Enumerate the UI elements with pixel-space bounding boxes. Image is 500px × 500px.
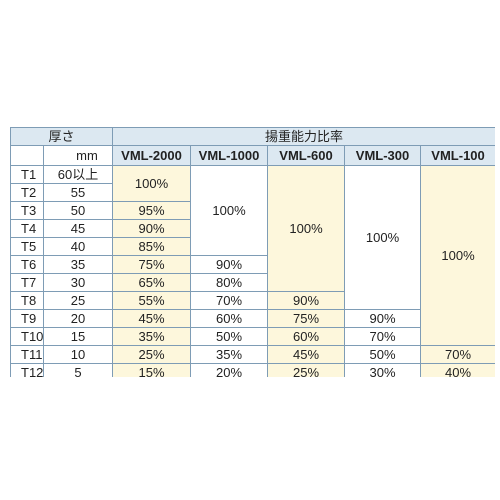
vml-1000-cell: 50% (190, 327, 269, 346)
vml-2000-cell: 15% (112, 363, 192, 377)
vml-2000-cell: 65% (112, 273, 192, 292)
row-code: T12 (10, 363, 44, 377)
vml-2000-cell: 35% (112, 327, 192, 346)
table-row: T3 50 95% (10, 201, 496, 220)
vml-1000-cell: 80% (190, 273, 269, 292)
row-code: T8 (10, 291, 44, 310)
model-header-vml-300: VML-300 (344, 145, 422, 166)
vml-2000-cell: 95% (112, 201, 192, 220)
lifting-capacity-table: 厚さ 揚重能力比率 mm VML-2000 VML-1000 VML-600 V… (10, 127, 495, 377)
vml-600-cell: 75% (267, 309, 346, 328)
row-code: T3 (10, 201, 44, 220)
row-code: T9 (10, 309, 44, 328)
vml-2000-cell: 85% (112, 237, 192, 256)
model-header-vml-1000: VML-1000 (190, 145, 269, 166)
row-code: T6 (10, 255, 44, 274)
thickness-header: 厚さ (10, 127, 114, 146)
model-header-vml-100: VML-100 (420, 145, 495, 166)
table-row: T12 5 15% 20% 25% 30% 40% (10, 363, 495, 377)
vml-1000-cell: 70% (190, 291, 269, 310)
vml-600-cell: 25% (267, 363, 346, 377)
table-row: T8 25 55% 70% 90% (10, 291, 496, 310)
row-thickness: 60以上 (42, 165, 114, 184)
row-code: T2 (10, 183, 44, 202)
vml-1000-cell: 20% (190, 363, 269, 377)
row-code: T5 (10, 237, 44, 256)
capacity-table-container: 厚さ 揚重能力比率 mm VML-2000 VML-1000 VML-600 V… (10, 127, 495, 377)
vml-2000-cell: 45% (112, 309, 192, 328)
row-code: T1 (10, 165, 44, 184)
vml-2000-cell: 75% (112, 255, 192, 274)
row-thickness: 10 (42, 345, 114, 364)
table-row: T10 15 35% 50% 60% 70% (10, 327, 496, 346)
vml-300-cell: 50% (344, 345, 422, 364)
ratio-header: 揚重能力比率 (112, 127, 495, 146)
row-thickness: 20 (42, 309, 114, 328)
row-thickness: 45 (42, 219, 114, 238)
table-row: T9 20 45% 60% 75% 90% (10, 309, 496, 328)
header-row-2: mm VML-2000 VML-1000 VML-600 VML-300 VML… (10, 145, 495, 166)
row-thickness: 30 (42, 273, 114, 292)
row-code: T7 (10, 273, 44, 292)
vml-100-cell: 70% (420, 345, 495, 364)
vml-600-cell: 60% (267, 327, 346, 346)
vml-2000-cell: 90% (112, 219, 192, 238)
row-thickness: 25 (42, 291, 114, 310)
row-thickness: 50 (42, 201, 114, 220)
vml-600-cell: 90% (267, 291, 346, 310)
row-thickness: 35 (42, 255, 114, 274)
table-row: T11 10 25% 35% 45% 50% 70% (10, 345, 495, 364)
vml-100-cell: 40% (420, 363, 495, 377)
vml-300-cell: 90% (344, 309, 422, 328)
table-row: T1 60以上 100% 100% 100% 100% 100% (10, 165, 495, 346)
vml-1000-cell: 60% (190, 309, 269, 328)
row-thickness: 15 (42, 327, 114, 346)
vml-300-cell: 30% (344, 363, 422, 377)
vml-300-cell: 70% (344, 327, 422, 346)
vml-100-cell: 100% (420, 165, 495, 346)
row-code: T10 (10, 327, 44, 346)
model-header-vml-600: VML-600 (267, 145, 346, 166)
vml-2000-cell: 55% (112, 291, 192, 310)
vml-1000-cell: 100% (190, 165, 269, 256)
vml-2000-cell: 25% (112, 345, 192, 364)
vml-1000-cell: 90% (190, 255, 269, 274)
vml-600-cell: 100% (267, 165, 346, 292)
header-row-1: 厚さ 揚重能力比率 (10, 127, 495, 146)
vml-1000-cell: 35% (190, 345, 269, 364)
table-row: T5 40 85% (10, 237, 496, 256)
row-thickness: 55 (42, 183, 114, 202)
vml-300-cell: 100% (344, 165, 422, 310)
model-header-vml-2000: VML-2000 (112, 145, 192, 166)
unit-header: mm (42, 145, 114, 166)
row-thickness: 5 (42, 363, 114, 377)
row-thickness: 40 (42, 237, 114, 256)
vml-600-cell: 45% (267, 345, 346, 364)
row-code: T4 (10, 219, 44, 238)
table-row: T7 30 65% 80% (10, 273, 496, 292)
row-code: T11 (10, 345, 44, 364)
code-header-blank (10, 145, 44, 166)
vml-2000-cell: 100% (112, 165, 192, 202)
